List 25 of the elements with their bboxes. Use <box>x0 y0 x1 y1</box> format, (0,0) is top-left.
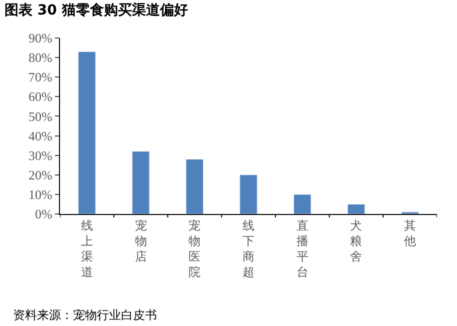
x-tick-label: 线上渠道 <box>80 218 93 280</box>
x-tick-label: 宠物医院 <box>188 218 201 280</box>
y-tick-label: 20% <box>28 167 53 182</box>
y-tick-label: 30% <box>28 148 53 163</box>
bar <box>78 51 96 214</box>
x-tick-label: 直播平台 <box>296 218 308 280</box>
x-tick-label: 宠物店 <box>134 218 147 264</box>
x-tick-label: 线下商超 <box>242 218 254 280</box>
y-tick-label: 80% <box>28 50 53 66</box>
bar <box>347 204 366 214</box>
y-tick-label: 40% <box>28 128 53 144</box>
y-tick-label: 60% <box>28 89 53 104</box>
x-tick-label: 犬粮舍 <box>350 218 362 264</box>
x-tick-label: 其他 <box>404 218 416 248</box>
y-tick-label: 50% <box>28 108 53 124</box>
text: 资料来源：宠物行业白皮书 <box>13 308 157 322</box>
y-tick-label: 0% <box>35 206 53 222</box>
y-tick-label: 10% <box>28 186 53 202</box>
bar <box>293 194 312 214</box>
y-tick-label: 70% <box>28 70 53 85</box>
bar <box>132 151 150 214</box>
bar <box>240 174 258 214</box>
y-tick-label: 90% <box>28 30 53 46</box>
bar <box>186 158 204 214</box>
chart-title: 图表 30 猫零食购买渠道偏好 <box>4 2 188 19</box>
